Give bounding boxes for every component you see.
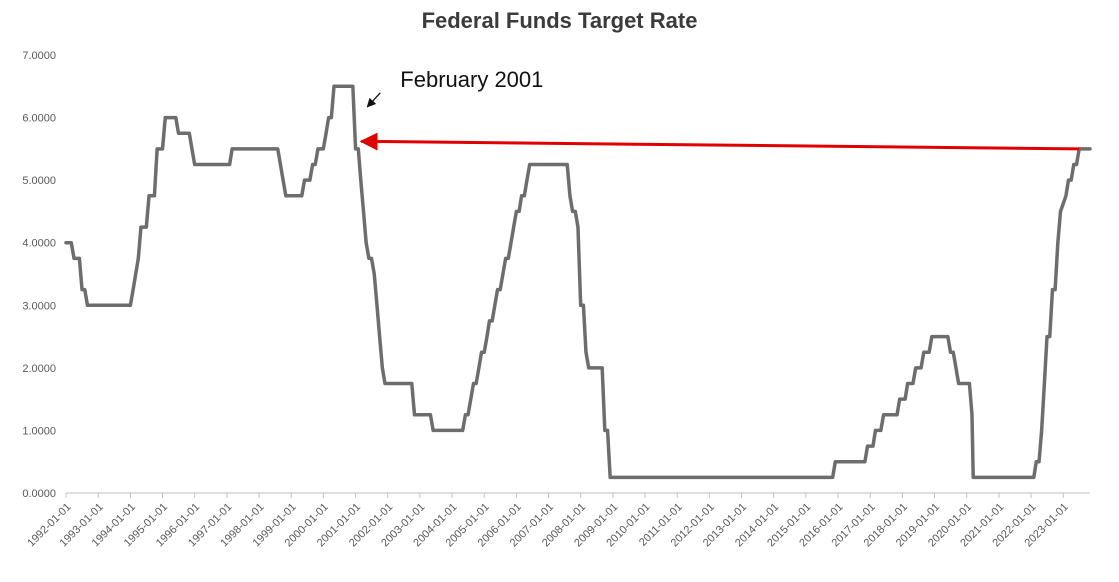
y-tick-label: 3.0000 — [22, 300, 56, 312]
y-tick-label: 5.0000 — [22, 175, 56, 187]
chart-title: Federal Funds Target Rate — [421, 8, 698, 33]
y-tick-label: 7.0000 — [22, 50, 56, 62]
red-comparison-arrow — [359, 132, 1080, 151]
y-tick-label: 2.0000 — [22, 363, 56, 375]
series-layer — [64, 84, 1092, 480]
y-tick-label: 6.0000 — [22, 113, 56, 125]
y-tick-label: 1.0000 — [22, 425, 56, 437]
y-tick-label: 0.0000 — [22, 488, 56, 500]
y-tick-label: 4.0000 — [22, 238, 56, 250]
annotation-layer: February 2001 — [359, 67, 1080, 151]
x-axis: 1992-01-011993-01-011994-01-011995-01-01… — [25, 492, 1090, 549]
annotation-pointer-arrow — [366, 92, 381, 108]
y-axis-labels: 0.0000 1.0000 2.0000 3.0000 4.0000 5.0000 6.00… — [22, 50, 56, 500]
series-line-0 — [64, 84, 1092, 480]
annotation-label: February 2001 — [400, 67, 543, 92]
